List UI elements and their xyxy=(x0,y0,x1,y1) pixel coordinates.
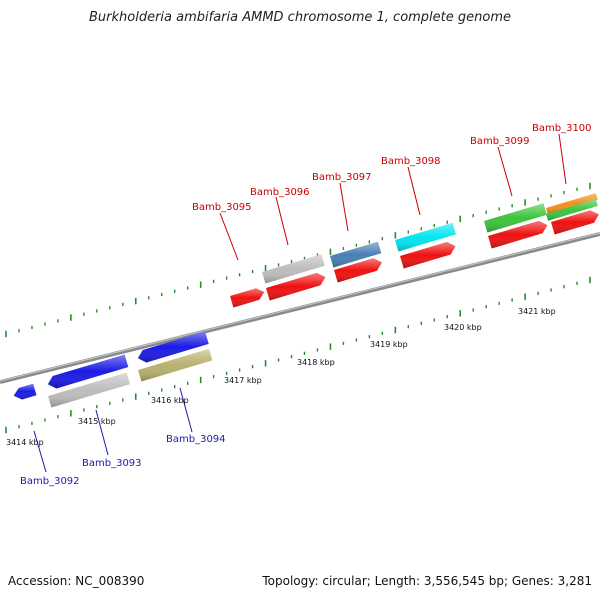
gene-label-bamb-3093[interactable]: Bamb_3093 xyxy=(82,409,142,469)
tick-label: 3418 kbp xyxy=(297,358,335,367)
gene-label-bamb-3094[interactable]: Bamb_3094 xyxy=(166,387,226,445)
map-title: Burkholderia ambifaria AMMD chromosome 1… xyxy=(88,10,512,25)
gene-bamb-3093[interactable] xyxy=(47,354,129,389)
gene-labels: Bamb_3095 Bamb_3096 Bamb_3097 Bamb_3098 … xyxy=(20,123,592,487)
gene-bamb-3098[interactable] xyxy=(400,242,456,269)
gene-bamb-3096[interactable] xyxy=(266,272,326,301)
gene-bamb-3092[interactable] xyxy=(13,383,37,400)
svg-text:Bamb_3095: Bamb_3095 xyxy=(192,202,252,213)
gene-bamb-3099[interactable] xyxy=(488,220,548,249)
backbone-line xyxy=(0,232,600,384)
tick-dots xyxy=(5,182,591,434)
feature-orange-3100[interactable] xyxy=(546,193,598,215)
kbp-tick-labels: 3414 kbp 3415 kbp 3416 kbp 3417 kbp 3418… xyxy=(6,307,556,447)
feature-green-3100[interactable] xyxy=(546,199,598,221)
tick-label: 3419 kbp xyxy=(370,340,408,349)
gene-label-bamb-3096[interactable]: Bamb_3096 xyxy=(250,187,310,246)
feature-cyan-3098[interactable] xyxy=(395,222,456,252)
gene-bamb-3094[interactable] xyxy=(137,331,209,363)
gene-label-bamb-3097[interactable]: Bamb_3097 xyxy=(312,172,372,232)
gene-bamb-3095[interactable] xyxy=(230,288,265,308)
gene-bamb-3100[interactable] xyxy=(551,210,599,235)
tick-label: 3415 kbp xyxy=(78,417,116,426)
tick-label: 3414 kbp xyxy=(6,438,44,447)
svg-text:Bamb_3099: Bamb_3099 xyxy=(470,136,530,147)
svg-text:Bamb_3094: Bamb_3094 xyxy=(166,434,226,445)
gene-label-bamb-3092[interactable]: Bamb_3092 xyxy=(20,430,80,487)
gene-features xyxy=(13,193,599,408)
gene-label-bamb-3095[interactable]: Bamb_3095 xyxy=(192,202,252,261)
tick-label: 3421 kbp xyxy=(518,307,556,316)
chromosome-backbone xyxy=(0,232,600,384)
svg-text:Bamb_3097: Bamb_3097 xyxy=(312,172,372,183)
backbone-highlight xyxy=(0,232,600,382)
svg-text:Bamb_3092: Bamb_3092 xyxy=(20,476,80,487)
feature-gray-3096[interactable] xyxy=(262,254,325,284)
svg-text:Bamb_3098: Bamb_3098 xyxy=(381,156,441,167)
tick-label: 3420 kbp xyxy=(444,323,482,332)
genome-summary: Topology: circular; Length: 3,556,545 bp… xyxy=(262,574,592,588)
svg-text:Bamb_3100: Bamb_3100 xyxy=(532,123,592,134)
feature-blue-3097[interactable] xyxy=(330,241,382,268)
gene-label-bamb-3098[interactable]: Bamb_3098 xyxy=(381,156,441,216)
feature-olive-3094[interactable] xyxy=(138,348,213,382)
feature-gray-3093[interactable] xyxy=(48,372,130,408)
tick-label: 3417 kbp xyxy=(224,376,262,385)
gene-bamb-3097[interactable] xyxy=(334,258,382,283)
gene-label-bamb-3099[interactable]: Bamb_3099 xyxy=(470,136,530,197)
tick-label: 3416 kbp xyxy=(151,396,189,405)
gene-label-bamb-3100[interactable]: Bamb_3100 xyxy=(532,123,592,185)
svg-text:Bamb_3093: Bamb_3093 xyxy=(82,458,142,469)
feature-green-3099[interactable] xyxy=(484,203,547,233)
accession-text: Accession: NC_008390 xyxy=(8,574,145,588)
svg-text:Bamb_3096: Bamb_3096 xyxy=(250,187,310,198)
